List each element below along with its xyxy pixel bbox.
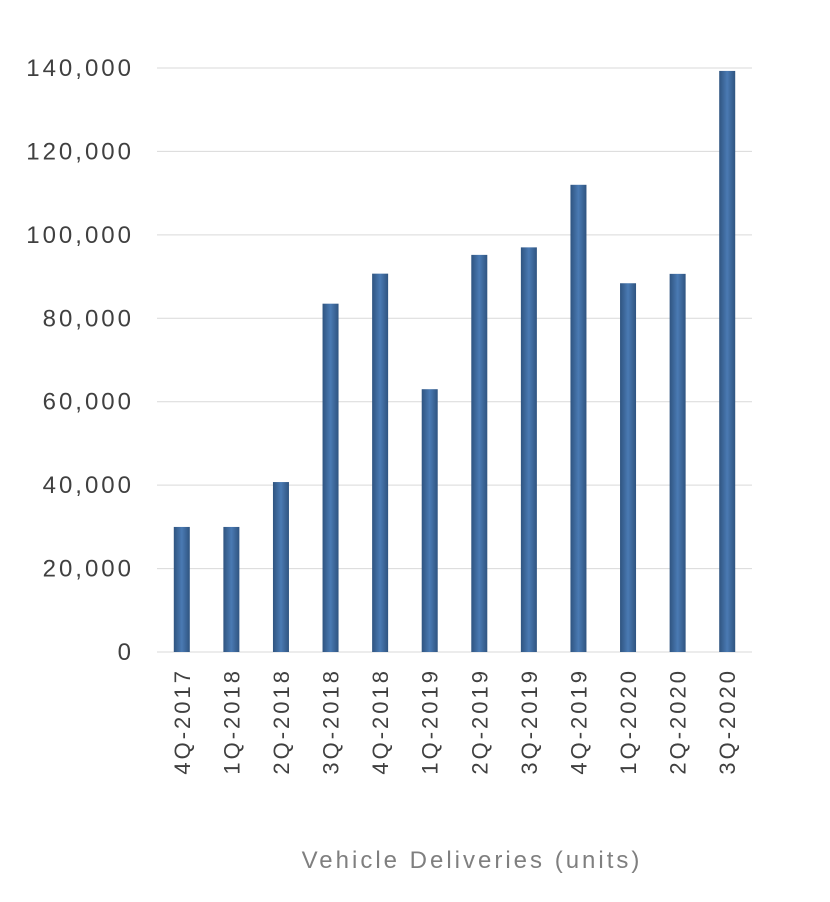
x-axis-title: Vehicle Deliveries (units) xyxy=(302,847,643,874)
x-tick-label: 4Q-2017 xyxy=(170,668,195,775)
y-tick-label: 40,000 xyxy=(43,472,134,499)
bar xyxy=(520,247,537,652)
bar xyxy=(173,526,190,652)
x-tick-label: 2Q-2020 xyxy=(666,668,691,775)
bar xyxy=(719,70,736,653)
bars xyxy=(173,70,736,653)
bar xyxy=(223,526,240,652)
bar xyxy=(669,273,686,652)
y-tick-label: 20,000 xyxy=(43,556,134,583)
bar xyxy=(421,389,438,652)
y-tick-label: 0 xyxy=(118,639,134,666)
x-tick-label: 2Q-2018 xyxy=(269,668,294,775)
x-tick-label: 4Q-2019 xyxy=(566,668,591,775)
y-tick-label: 60,000 xyxy=(43,389,134,416)
y-tick-label: 120,000 xyxy=(26,138,134,165)
x-tick-label: 3Q-2020 xyxy=(715,668,740,775)
bar xyxy=(322,303,339,652)
bar xyxy=(471,254,488,652)
bar xyxy=(620,283,637,652)
bar xyxy=(272,482,289,652)
bar xyxy=(372,273,389,652)
y-tick-label: 100,000 xyxy=(26,222,134,249)
x-axis-ticks: 4Q-2017 1Q-2018 2Q-2018 3Q-2018 4Q-2018 1Q-20… xyxy=(170,668,740,775)
y-axis-ticks: 0 20,000 40,000 60,000 80,000 100,000 120,000 1… xyxy=(26,55,134,666)
x-tick-label: 1Q-2018 xyxy=(219,668,244,775)
x-tick-label: 3Q-2018 xyxy=(319,668,344,775)
y-tick-label: 80,000 xyxy=(43,305,134,332)
x-tick-label: 3Q-2019 xyxy=(517,668,542,775)
x-tick-label: 1Q-2019 xyxy=(418,668,443,775)
y-tick-label: 140,000 xyxy=(26,55,134,82)
bar xyxy=(570,184,587,653)
x-tick-label: 1Q-2020 xyxy=(616,668,641,775)
x-tick-label: 2Q-2019 xyxy=(467,668,492,775)
x-tick-label: 4Q-2018 xyxy=(368,668,393,775)
gridlines xyxy=(157,67,752,653)
